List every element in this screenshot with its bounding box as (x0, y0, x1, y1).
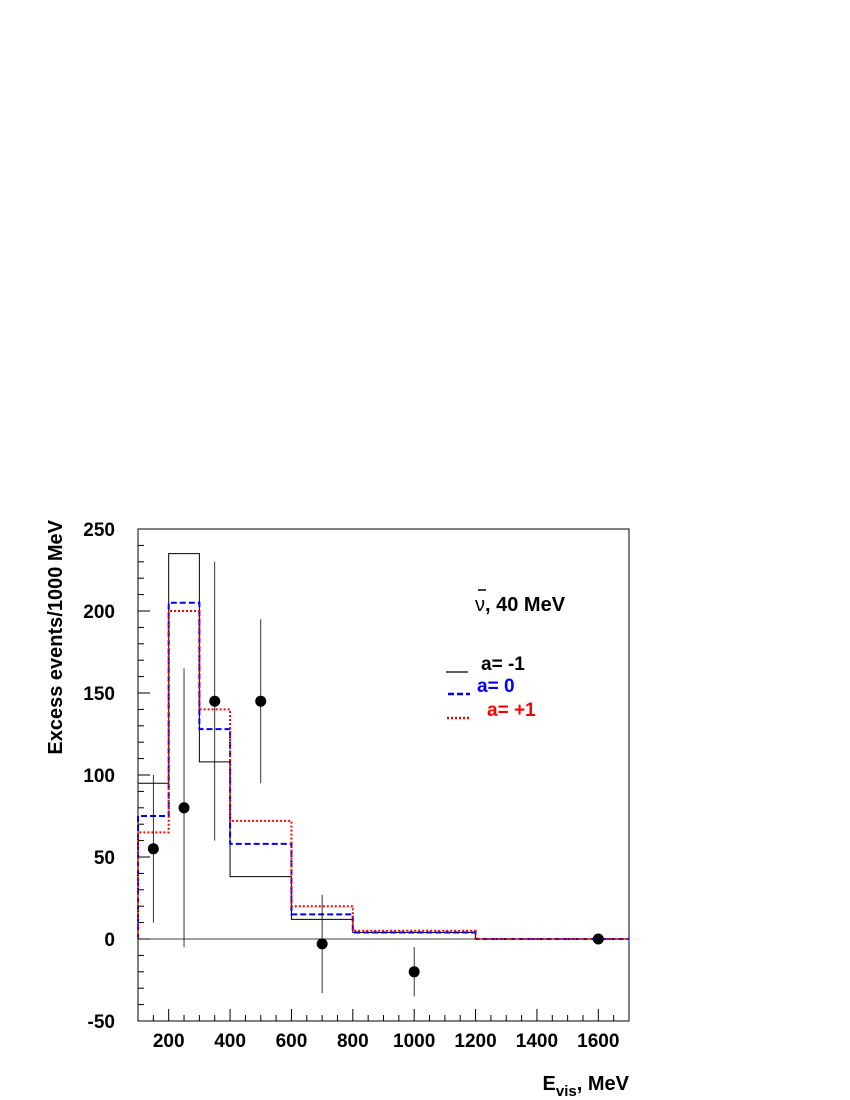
data-point-0 (147, 843, 159, 855)
data-point-5 (408, 966, 420, 978)
y-tick-label-4: 150 (83, 684, 115, 705)
annotation-symbol: ν (475, 594, 485, 616)
legend-label-2: a= +1 (487, 700, 536, 721)
y-axis: -50 0 50 100 150 200 250 (83, 520, 150, 1033)
annotation-text: , 40 MeV (485, 594, 566, 616)
x-axis: 200 400 600 800 1000 1200 1400 1600 (137, 1009, 630, 1052)
x-tick-label-0: 200 (153, 1031, 185, 1052)
x-tick-label-2: 600 (276, 1031, 308, 1052)
x-tick-label-6: 1400 (516, 1031, 558, 1052)
data-point-2 (209, 695, 221, 707)
x-tick-label-5: 1200 (454, 1031, 496, 1052)
y-tick-label-5: 200 (83, 602, 115, 623)
legend-label-0: a= -1 (481, 654, 525, 675)
y-tick-label-3: 100 (83, 766, 115, 787)
x-axis-title-main: E (543, 1073, 556, 1095)
y-tick-label-2: 50 (94, 848, 115, 869)
y-tick-label-1: 0 (104, 930, 115, 951)
x-axis-title-sub: vis (556, 1083, 577, 1100)
data-point-4 (316, 938, 328, 950)
histogram-series-2 (137, 610, 629, 940)
data-point-6 (592, 933, 604, 945)
legend: a= -1a= 0 a= +1 (446, 654, 536, 721)
x-axis-title-rest: , MeV (577, 1073, 630, 1095)
annotation: ν, 40 MeV (475, 589, 566, 616)
legend-label-1: a= 0 (477, 676, 515, 697)
histograms (137, 553, 629, 940)
svg-text:ν, 40 MeV: ν, 40 MeV (475, 594, 566, 616)
data-point-3 (255, 695, 267, 707)
x-axis-title: Evis, MeV (543, 1073, 630, 1100)
histogram-series-1 (137, 601, 629, 940)
x-tick-label-7: 1600 (577, 1031, 619, 1052)
y-tick-label-6: 250 (83, 520, 115, 541)
data-points (147, 561, 604, 997)
data-point-1 (178, 802, 190, 814)
y-axis-title: Excess events/1000 MeV (45, 519, 67, 754)
x-tick-label-1: 400 (214, 1031, 246, 1052)
y-tick-label-0: -50 (88, 1012, 115, 1033)
x-tick-label-3: 800 (337, 1031, 369, 1052)
x-tick-label-4: 1000 (393, 1031, 435, 1052)
